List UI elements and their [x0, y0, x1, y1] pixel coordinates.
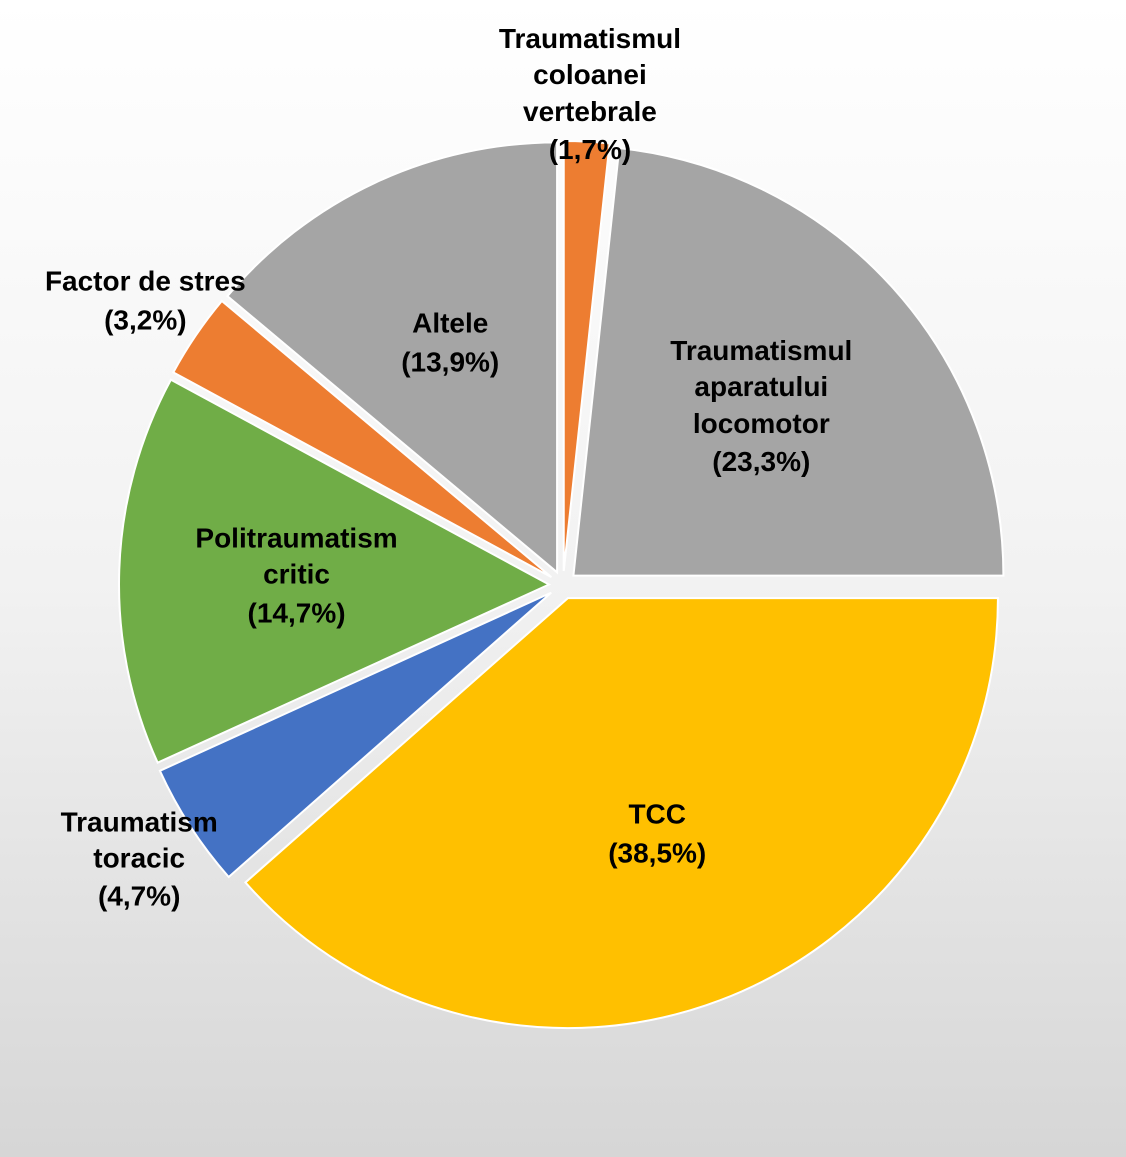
slice-label: Altele (13,9%) — [330, 304, 570, 383]
pie-slice — [171, 299, 553, 579]
category-label: Traumatismul aparatului locomotor — [670, 335, 853, 439]
pie-slice — [243, 597, 999, 1030]
value-label: (3,2%) — [104, 304, 187, 336]
value-label: (4,7%) — [97, 880, 181, 912]
pie-slice — [226, 141, 559, 575]
slice-label: Traumatism toracic (4,7%) — [19, 802, 259, 917]
pie-slice — [118, 378, 552, 765]
value-label: (23,3%) — [712, 446, 811, 478]
value-label: (13,9%) — [401, 346, 500, 378]
category-label: Traumatism toracic — [60, 806, 218, 874]
pie-slice — [562, 140, 611, 572]
slice-label: Politraumatism critic (14,7%) — [177, 518, 417, 633]
category-label: Traumatismul coloanei vertebrale — [498, 23, 681, 127]
slice-label: TCC (38,5%) — [537, 795, 777, 874]
category-label: Politraumatism critic — [195, 522, 398, 590]
category-label: Altele — [412, 308, 489, 340]
slice-label: Factor de stres (3,2%) — [25, 262, 265, 341]
slice-label: Traumatismul aparatului locomotor (23,3%) — [641, 331, 881, 483]
slice-label: Traumatismul coloanei vertebrale (1,7%) — [470, 19, 710, 171]
category-label: TCC — [628, 798, 686, 830]
value-label: (38,5%) — [608, 837, 707, 869]
pie-slice — [572, 146, 1005, 577]
value-label: (1,7%) — [548, 134, 632, 166]
pie-slice — [158, 591, 552, 879]
value-label: (14,7%) — [247, 596, 346, 628]
category-label: Factor de stres — [44, 265, 246, 297]
